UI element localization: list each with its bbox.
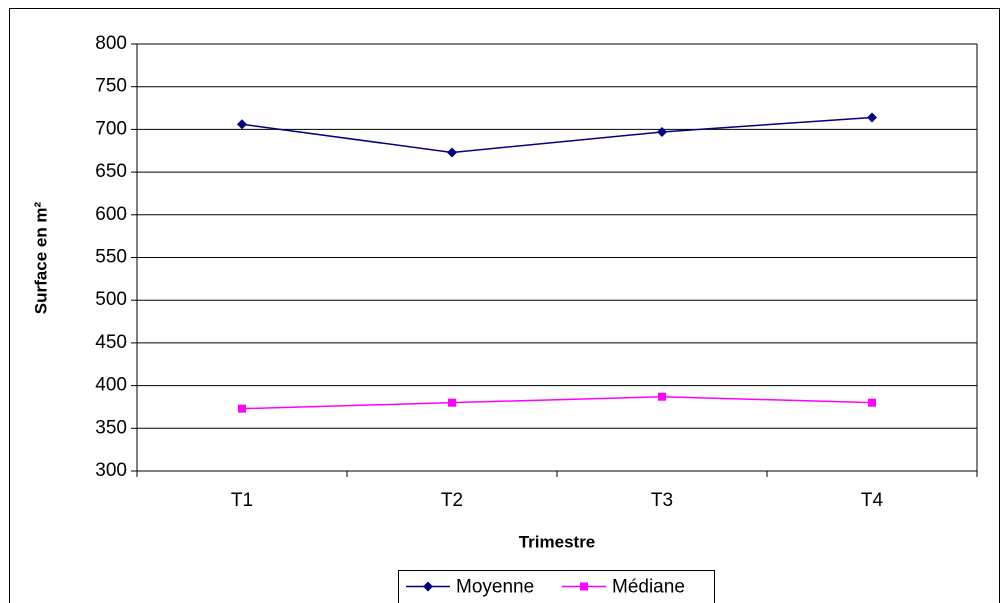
legend-label: Moyenne [456,577,534,598]
y-tick-label: 650 [95,161,127,182]
x-tick-label: T4 [861,490,884,511]
y-tick-label: 800 [95,33,127,54]
y-tick-label: 600 [95,204,127,225]
y-tick-label: 700 [95,118,127,139]
data-point [657,126,667,137]
y-tick-label: 750 [95,76,127,97]
series-line [241,395,873,410]
data-point [447,147,457,158]
y-tick-label: 550 [95,247,127,268]
x-axis-title: Trimestre [519,532,596,551]
y-tick-label: 450 [95,332,127,353]
y-tick-label: 350 [95,417,127,438]
x-tick-label: T1 [231,490,253,511]
data-point [658,392,666,401]
data-point [867,112,877,123]
y-axis-title: Surface en m² [31,201,50,314]
legend-box [398,570,715,603]
data-point [448,398,456,407]
x-tick-label: T2 [441,490,463,511]
y-tick-label: 400 [95,375,127,396]
data-point [238,404,246,413]
series-line [241,116,873,154]
legend-label: Médiane [612,577,685,598]
legend-marker [580,582,588,591]
y-tick-label: 300 [95,460,127,481]
legend-marker [423,581,433,592]
x-tick-label: T3 [651,490,673,511]
chart-border [9,8,1000,603]
data-point [237,119,247,130]
data-point [868,398,876,407]
y-tick-label: 500 [95,289,127,310]
